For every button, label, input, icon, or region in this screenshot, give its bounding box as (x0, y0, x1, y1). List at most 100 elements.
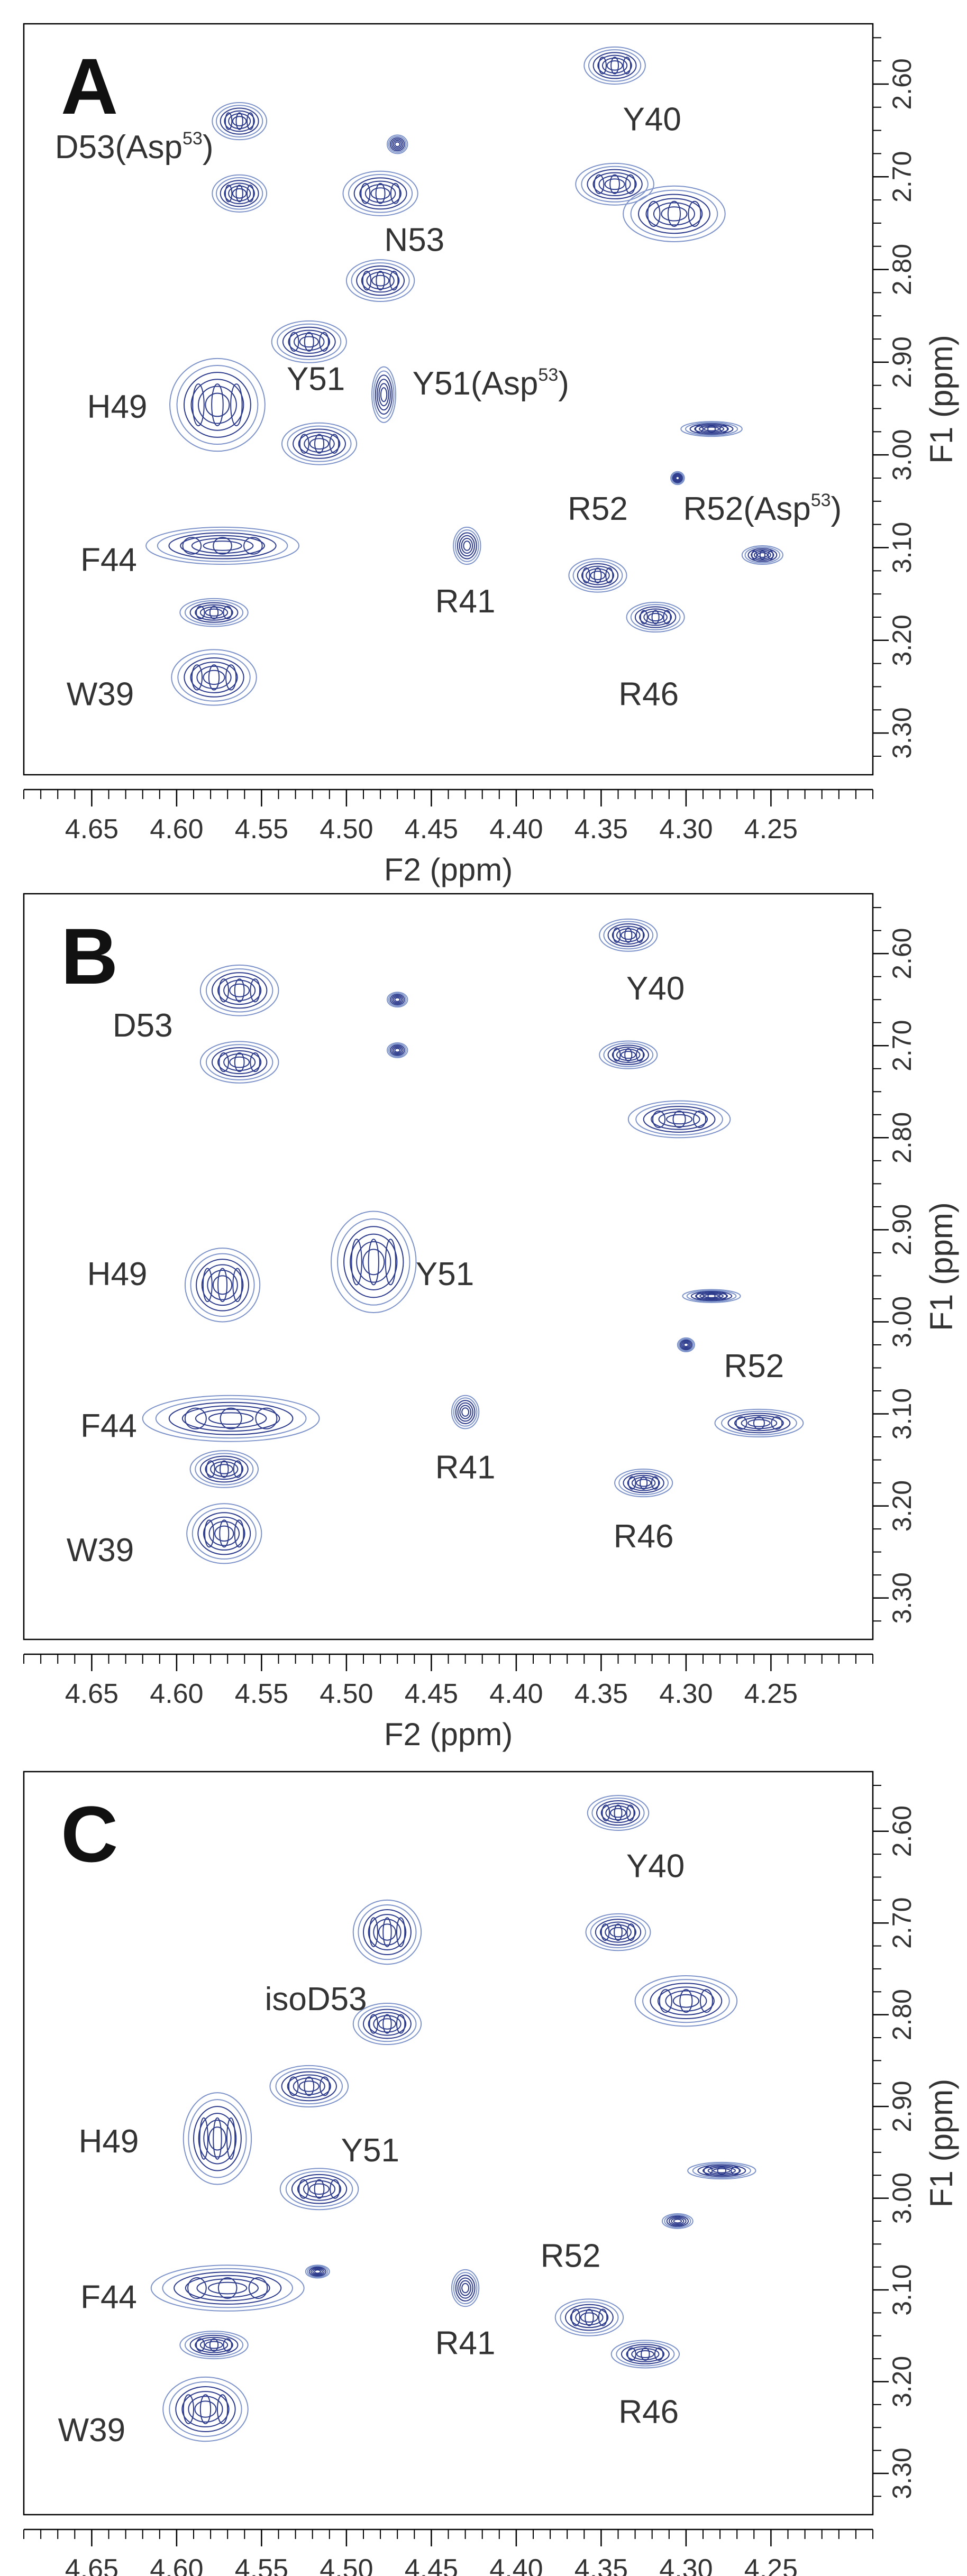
contour-peak (145, 526, 300, 565)
peak-label: H49 (79, 2123, 139, 2160)
panel-label: A (61, 42, 118, 131)
y-tick-label: 3.30 (887, 1572, 917, 1624)
contour-peaks (142, 918, 804, 1564)
contour-peak (587, 1795, 650, 1831)
contour-peak (212, 174, 268, 213)
y-tick-label: 3.00 (887, 1296, 917, 1347)
peak-label: Y51(Asp53) (413, 365, 569, 402)
contour-peak (212, 102, 268, 141)
x-axis: 4.65 4.60 4.55 4.50 4.45 4.40 4.35 4.30 4.25 (23, 789, 873, 845)
peak-label: W39 (58, 2412, 125, 2449)
x-tick-label: 4.40 (489, 814, 543, 845)
peak-label: Y40 (626, 1848, 685, 1884)
peak-label: Y40 (623, 102, 681, 138)
x-tick-label: 4.30 (659, 1679, 713, 1709)
contour-peak (554, 2298, 624, 2336)
contour-peak (184, 1248, 261, 1323)
contour-peak (599, 1040, 658, 1069)
contour-peak (279, 2168, 359, 2211)
x-tick-label: 4.35 (574, 2554, 628, 2576)
contour-peak (386, 1042, 408, 1058)
y-tick-label: 2.70 (887, 1897, 917, 1949)
peak-label: F44 (80, 2279, 137, 2316)
contour-peak (199, 1041, 279, 1084)
contour-peak (142, 1395, 320, 1442)
contour-peak (162, 2376, 249, 2442)
peak-label: R52(Asp53) (683, 490, 842, 527)
x-tick-label: 4.35 (574, 1679, 628, 1709)
contour-peak (714, 1408, 804, 1438)
contour-peak (271, 320, 347, 363)
y-tick-label: 2.90 (887, 1204, 917, 1255)
contour-peak (199, 964, 279, 1016)
peak-label: R52 (568, 491, 628, 527)
peak-labels: Y40 isoD53 H49 Y51 R52 F44 R41 R46 W39 (58, 1848, 685, 2449)
x-tick-label: 4.55 (235, 2554, 288, 2576)
peak-label: R41 (435, 583, 496, 620)
contour-peak (269, 2065, 349, 2107)
peak-label: D53 (113, 1007, 173, 1044)
x-tick-label: 4.25 (744, 1679, 798, 1709)
y-tick-label: 2.70 (887, 1020, 917, 1071)
peak-label: R41 (435, 1449, 496, 1486)
y-tick-label: 2.60 (887, 58, 917, 109)
x-tick-label: 4.65 (65, 1679, 118, 1709)
y-axis-label: F1 (ppm) (924, 335, 959, 463)
y-tick-label: 3.00 (887, 429, 917, 481)
contour-peak (451, 2269, 480, 2307)
x-tick-label: 4.45 (405, 814, 458, 845)
contour-peak (169, 357, 266, 452)
x-axis: 4.65 4.60 4.55 4.50 4.45 4.40 4.35 4.30 4.25 (23, 2528, 873, 2576)
contour-peak (386, 992, 408, 1008)
contour-peak (670, 471, 685, 485)
x-tick-label: 4.55 (235, 1679, 288, 1709)
x-tick-label: 4.25 (744, 814, 798, 845)
contour-peak (634, 1975, 738, 2027)
y-tick-label: 2.60 (887, 928, 917, 979)
y-axis-label: F1 (ppm) (924, 1202, 959, 1331)
contour-peak (352, 2002, 422, 2046)
y-axis: 2.60 2.70 2.80 2.90 3.00 3.10 3.20 3.30 (873, 907, 917, 1624)
contour-peak (183, 2092, 252, 2185)
y-tick-label: 2.80 (887, 1112, 917, 1163)
panel-label: C (61, 1790, 118, 1878)
contour-peak (371, 366, 396, 423)
contour-peak (453, 526, 481, 565)
contour-peak (575, 162, 654, 206)
peak-label: H49 (87, 1256, 148, 1292)
peak-label: W39 (67, 1532, 134, 1569)
y-tick-label: 3.20 (887, 2356, 917, 2407)
contour-peak (386, 134, 408, 154)
peak-label: R41 (435, 2325, 496, 2361)
peak-labels: Y40 D53(Asp53) N53 H49 Y51 Y51(Asp53) R52 R52(A… (55, 102, 842, 713)
peak-label: Y51 (287, 361, 345, 397)
y-tick-label: 2.80 (887, 1989, 917, 2040)
contour-peak (345, 259, 415, 302)
peak-label: F44 (80, 1408, 137, 1444)
contour-peak (627, 1100, 731, 1139)
contour-peaks (150, 1795, 756, 2442)
contour-peak (171, 649, 257, 706)
x-tick-label: 4.45 (405, 1679, 458, 1709)
y-axis: 2.60 2.70 2.80 2.90 3.00 3.10 3.20 3.30 (873, 37, 917, 759)
x-tick-label: 4.50 (320, 1679, 373, 1709)
contour-peak (741, 545, 783, 565)
peak-label: Y51 (416, 1256, 474, 1292)
peak-labels: Y40 D53 H49 Y51 R52 F44 R41 R46 W39 (67, 970, 784, 1569)
contour-peak (451, 1395, 480, 1429)
contour-peak (610, 2340, 680, 2369)
x-axis-label: F2 (ppm) (384, 1717, 513, 1752)
contour-peak (687, 2161, 756, 2180)
plot-frame (23, 893, 874, 1640)
panel-A: A Y40 D53(Asp53) N53 H49 Y51 Y51(Asp53) R52 R52(… (23, 23, 959, 887)
y-tick-label: 3.10 (887, 2264, 917, 2315)
x-tick-label: 4.65 (65, 2554, 118, 2576)
peak-label: R46 (614, 1518, 674, 1555)
contour-peak (342, 170, 418, 216)
y-tick-label: 3.30 (887, 2447, 917, 2499)
peak-label: W39 (67, 676, 134, 713)
contour-peak (677, 1337, 695, 1353)
contour-peak (179, 2331, 249, 2360)
contour-peak (186, 1503, 262, 1564)
